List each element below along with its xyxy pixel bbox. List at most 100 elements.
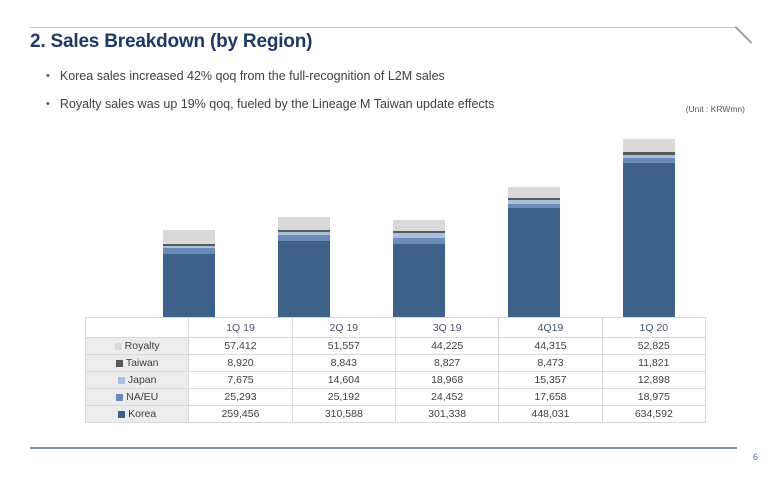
row-label-royalty: Royalty: [84, 337, 190, 355]
bar-segment-taiwan: [507, 197, 560, 200]
bar-segment-korea: [622, 162, 675, 317]
row-label-text: NA/EU: [126, 391, 159, 403]
unit-label: (Unit : KRWmn): [685, 104, 745, 114]
bar-segment-taiwan: [392, 230, 445, 234]
column-header: 4Q19: [498, 317, 603, 338]
legend-swatch-korea: [118, 410, 126, 418]
bar-segment-royalty: [392, 220, 445, 231]
chart-left-spacer: [85, 135, 131, 317]
table-cell: 8,920: [188, 354, 293, 372]
chart-category-1q20: [591, 135, 706, 317]
table-cell: 8,473: [498, 354, 603, 372]
table-cell: 8,843: [291, 354, 396, 372]
column-header: 3Q 19: [394, 317, 500, 338]
legend-swatch-royalty: [114, 342, 122, 350]
table-row: Japan 7,675 14,604 18,968 15,357 12,898: [84, 371, 707, 389]
bar-segment-royalty: [622, 139, 675, 152]
table-cell: 634,592: [601, 405, 707, 423]
bar-segment-taiwan: [622, 151, 675, 155]
stacked-bar: [507, 187, 560, 317]
table-cell: 44,225: [394, 337, 500, 355]
row-label-japan: Japan: [84, 371, 190, 389]
table-cell: 17,658: [498, 388, 603, 406]
stacked-bar: [392, 220, 445, 317]
stacked-bar: [622, 139, 675, 317]
legend-swatch-taiwan: [115, 359, 123, 367]
stacked-bar: [277, 217, 330, 317]
table-cell: 24,452: [394, 388, 500, 406]
row-label-na-eu: NA/EU: [84, 388, 190, 406]
table-row: Korea 259,456 310,588 301,338 448,031 634,592: [84, 405, 707, 423]
bullet-icon: •: [46, 70, 50, 82]
table-cell: 25,192: [291, 388, 396, 406]
table-header: 1Q 19 2Q 19 3Q 19 4Q19 1Q 20: [84, 317, 707, 338]
row-label-korea: Korea: [84, 405, 190, 423]
bar-segment-korea: [392, 243, 445, 317]
table-cell: 52,825: [601, 337, 707, 355]
legend-swatch-japan: [117, 376, 125, 384]
table-cell: 57,412: [188, 337, 293, 355]
table-cell: 7,675: [188, 371, 293, 389]
bullet-text: Korea sales increased 42% qoq from the f…: [59, 69, 445, 83]
bar-segment-japan: [507, 199, 560, 204]
bar-segment-na-eu: [622, 157, 675, 163]
page-number: 6: [752, 452, 758, 462]
row-label-text: Royalty: [124, 340, 160, 352]
top-corner-diagonal: [734, 26, 753, 44]
table-cell: 11,821: [601, 354, 707, 372]
row-label-text: Taiwan: [125, 357, 159, 369]
bar-segment-na-eu: [392, 237, 445, 244]
bar-segment-japan: [622, 154, 675, 158]
table-cell: 15,357: [498, 371, 603, 389]
row-label-taiwan: Taiwan: [84, 354, 190, 372]
table-cell: 14,604: [291, 371, 396, 389]
table-body: Royalty 57,412 51,557 44,225 44,315 52,825 Tai…: [84, 337, 707, 423]
table-row: Taiwan 8,920 8,843 8,827 8,473 11,821: [84, 354, 707, 372]
bar-segment-na-eu: [507, 203, 560, 208]
row-label-text: Korea: [128, 408, 157, 420]
table-corner-cell: [84, 317, 190, 338]
bullet-text: Royalty sales was up 19% qoq, fueled by …: [59, 97, 495, 111]
column-header: 2Q 19: [291, 317, 396, 338]
bar-segment-korea: [277, 241, 330, 317]
bar-segment-japan: [277, 231, 330, 236]
bullet-item: • Royalty sales was up 19% qoq, fueled b…: [46, 96, 666, 113]
stacked-bar: [162, 229, 215, 317]
table-cell: 18,968: [394, 371, 500, 389]
table-row: Royalty 57,412 51,557 44,225 44,315 52,825: [84, 337, 707, 355]
bullet-icon: •: [46, 98, 50, 110]
stacked-bar-chart: [85, 135, 706, 317]
chart-category-3q19: [361, 135, 476, 317]
table-cell: 310,588: [291, 405, 396, 423]
row-label-text: Japan: [127, 374, 157, 386]
bar-segment-korea: [162, 253, 215, 317]
table-cell: 44,315: [498, 337, 603, 355]
chart-category-1q19: [131, 135, 246, 317]
table-cell: 259,456: [188, 405, 293, 423]
table-header-row: 1Q 19 2Q 19 3Q 19 4Q19 1Q 20: [84, 317, 707, 338]
bar-segment-royalty: [162, 229, 215, 244]
chart-category-4q19: [476, 135, 591, 317]
bar-segment-royalty: [277, 217, 330, 230]
bullet-list: • Korea sales increased 42% qoq from the…: [46, 68, 666, 124]
column-header: 1Q 20: [601, 317, 707, 338]
bar-segment-royalty: [507, 187, 560, 198]
top-divider-line: [30, 27, 737, 28]
bar-segment-taiwan: [162, 243, 215, 246]
data-table: 1Q 19 2Q 19 3Q 19 4Q19 1Q 20 Royalty 57,412 51…: [84, 317, 707, 423]
table-row: NA/EU 25,293 25,192 24,452 17,658 18,975: [84, 388, 707, 406]
table-cell: 301,338: [394, 405, 500, 423]
table-cell: 448,031: [498, 405, 603, 423]
chart-category-2q19: [246, 135, 361, 317]
bullet-item: • Korea sales increased 42% qoq from the…: [46, 68, 666, 85]
bar-segment-japan: [392, 233, 445, 238]
table-cell: 25,293: [188, 388, 293, 406]
bar-segment-na-eu: [162, 247, 215, 254]
legend-swatch-na-eu: [116, 393, 124, 401]
table-cell: 8,827: [394, 354, 500, 372]
table-cell: 12,898: [601, 371, 707, 389]
bar-segment-na-eu: [277, 235, 330, 242]
footer-divider-line: [30, 447, 737, 449]
column-header: 1Q 19: [188, 317, 293, 338]
